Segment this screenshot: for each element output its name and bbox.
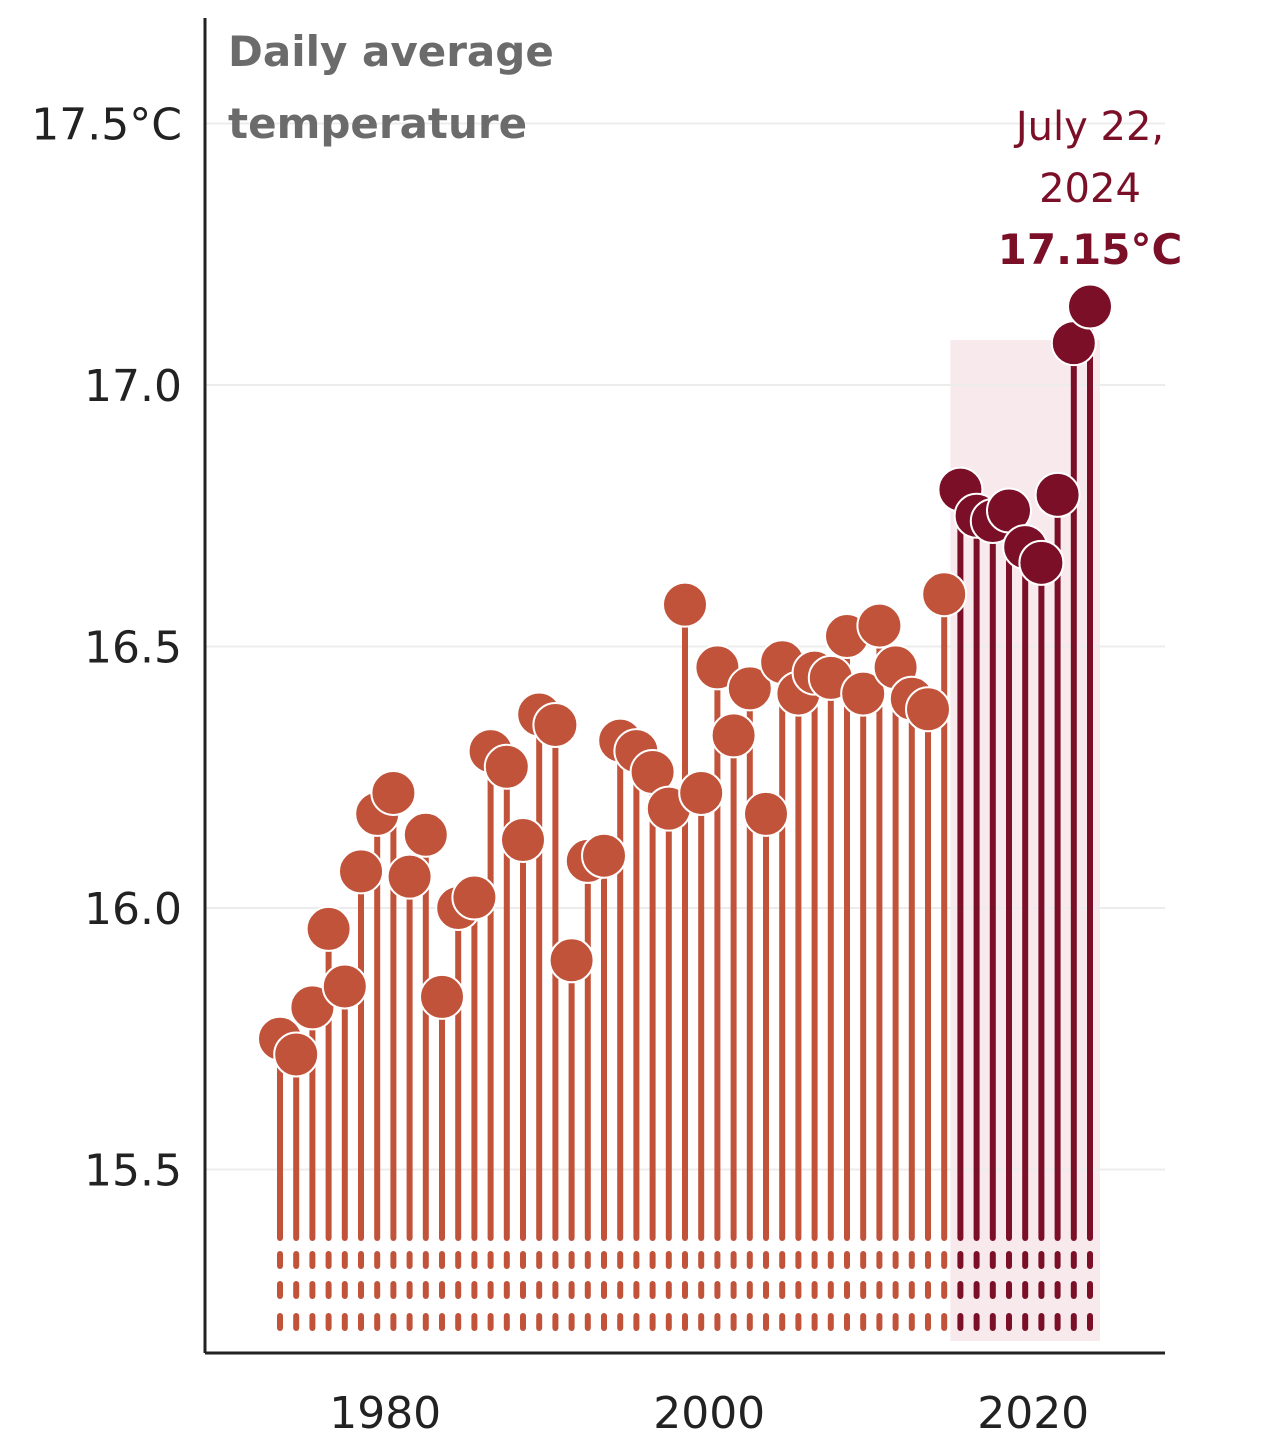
point-1989: [500, 817, 546, 864]
annotation-date-line-1: July 22,: [1013, 104, 1164, 150]
point-2002: [710, 712, 757, 759]
point-2015: [921, 571, 968, 618]
point-2001: [694, 644, 741, 691]
y-tick-label: 17.0: [84, 361, 182, 412]
point-1978: [321, 963, 368, 1010]
point-1975: [273, 1031, 320, 1078]
point-2010: [840, 670, 887, 717]
point-1984: [419, 973, 465, 1020]
point-1988: [483, 743, 530, 790]
y-tick-labels: 15.5 16.0 16.5 17.0 17.5°C: [31, 100, 182, 1197]
point-2011: [856, 602, 903, 649]
point-1981: [370, 769, 417, 816]
point-1983: [402, 811, 449, 858]
point-2004: [743, 790, 789, 837]
point-2000: [678, 769, 725, 816]
point-1976: [289, 984, 336, 1031]
point-2014: [905, 686, 951, 733]
x-tick-labels: 1980 2000 2020: [329, 1388, 1089, 1439]
point-1982: [386, 853, 433, 900]
annotation-value: 17.15°C: [998, 225, 1183, 274]
point-1986: [451, 874, 498, 921]
annotation-date-line-2: 2024: [1039, 166, 1141, 212]
point-1977: [305, 905, 352, 952]
point-1991: [532, 701, 579, 748]
point-1994: [581, 832, 627, 879]
stems: [277, 303, 1093, 1331]
chart-title-line-1: Daily average: [228, 27, 554, 76]
chart-title-line-2: temperature: [228, 99, 527, 148]
data-points: [257, 283, 1113, 1078]
x-tick-label: 2000: [653, 1388, 765, 1439]
point-1979: [338, 848, 384, 895]
point-2003: [726, 665, 773, 712]
point-2022: [1034, 471, 1081, 518]
point-2024: [1067, 283, 1113, 330]
point-2021: [1018, 539, 1065, 586]
point-1999: [662, 581, 708, 628]
x-tick-label: 1980: [329, 1388, 441, 1439]
y-tick-label: 16.0: [84, 884, 182, 935]
y-tick-label: 16.5: [84, 623, 182, 674]
x-tick-label: 2020: [977, 1388, 1089, 1439]
y-tick-label: 15.5: [84, 1146, 182, 1197]
y-tick-label: 17.5°C: [31, 100, 182, 151]
point-1992: [548, 937, 595, 984]
